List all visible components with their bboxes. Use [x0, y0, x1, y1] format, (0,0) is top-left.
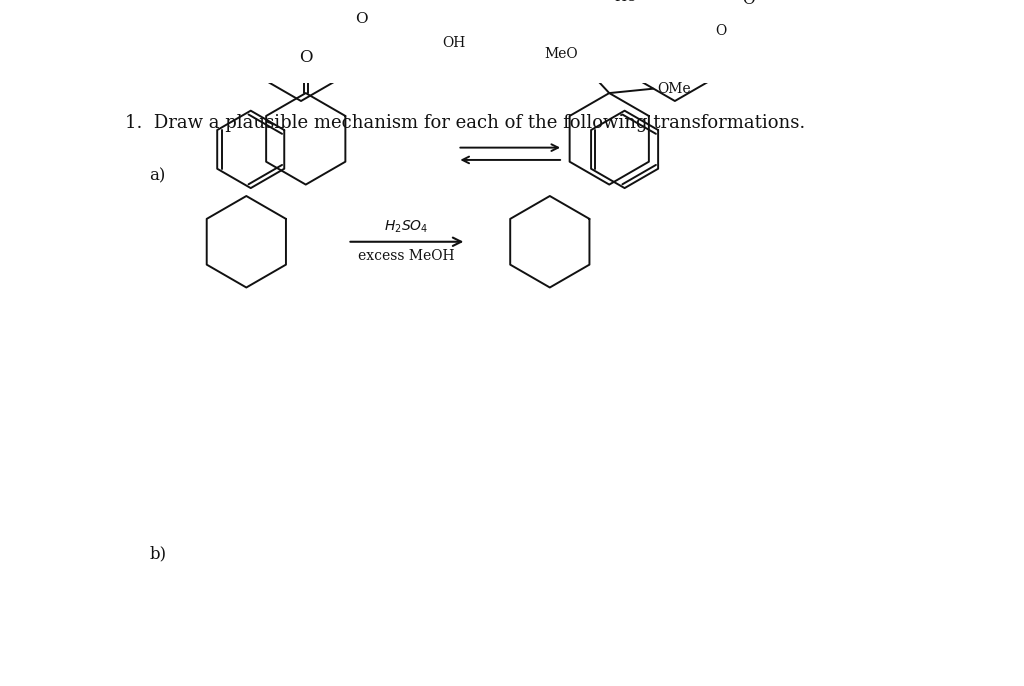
- Text: excess MeOH: excess MeOH: [358, 249, 455, 263]
- Text: b): b): [150, 545, 167, 563]
- Text: HO: HO: [614, 0, 638, 4]
- Text: $H_2SO_4$: $H_2SO_4$: [384, 218, 429, 235]
- Text: MeO: MeO: [545, 47, 579, 62]
- Text: 1.  Draw a plausible mechanism for each of the following transformations.: 1. Draw a plausible mechanism for each o…: [125, 114, 805, 132]
- Text: O: O: [741, 0, 755, 7]
- Text: O: O: [355, 12, 368, 26]
- Text: a): a): [150, 167, 166, 184]
- Text: OH: OH: [442, 36, 466, 50]
- Text: O: O: [716, 23, 727, 38]
- Text: O: O: [299, 49, 312, 66]
- Text: OMe: OMe: [657, 82, 691, 95]
